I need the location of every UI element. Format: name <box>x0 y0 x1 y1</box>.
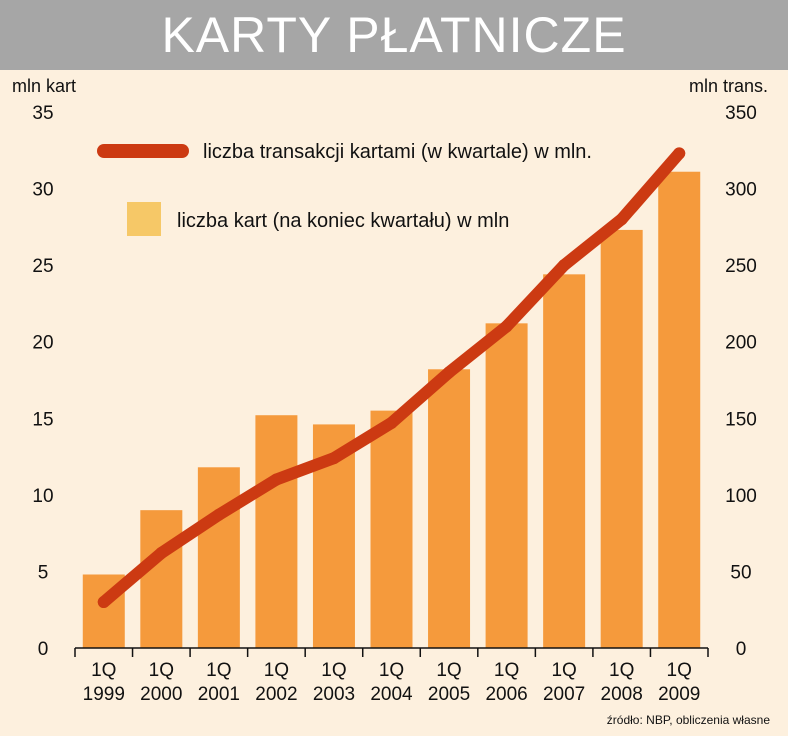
bar-1Q-2001 <box>197 467 240 648</box>
right-tick-label: 200 <box>725 333 757 354</box>
x-tick-label-quarter: 1Q <box>321 660 346 681</box>
x-tick-label-quarter: 1Q <box>609 660 634 681</box>
line-point-1Q-2005 <box>443 366 456 379</box>
right-tick-label: 0 <box>736 639 747 660</box>
left-tick-label: 0 <box>38 639 49 660</box>
x-tick-label-year: 2005 <box>428 684 470 705</box>
x-tick-label-quarter: 1Q <box>206 660 231 681</box>
left-tick-label: 20 <box>32 333 53 354</box>
x-tick-label-year: 2004 <box>370 684 413 705</box>
x-tick-label-year: 1999 <box>83 684 125 705</box>
bar-1Q-2007 <box>543 274 586 648</box>
bar-1Q-2008 <box>600 229 643 649</box>
left-tick-label: 5 <box>38 562 49 583</box>
bar-1Q-2009 <box>658 171 701 648</box>
x-tick-label-quarter: 1Q <box>551 660 576 681</box>
x-tick-label-year: 2003 <box>313 684 355 705</box>
legend-bar-swatch <box>127 202 161 236</box>
line-point-1Q-1999 <box>97 596 110 609</box>
right-axis-unit: mln trans. <box>689 76 768 96</box>
x-tick-label-quarter: 1Q <box>91 660 116 681</box>
left-tick-label: 10 <box>32 486 53 507</box>
line-point-1Q-2008 <box>615 213 628 226</box>
legend-bar-label: liczba kart (na koniec kwartału) w mln <box>177 210 509 232</box>
right-tick-label: 100 <box>725 486 757 507</box>
line-point-1Q-2001 <box>212 508 225 521</box>
right-tick-label: 150 <box>725 409 757 430</box>
x-tick-label-year: 2008 <box>601 684 643 705</box>
x-tick-label-year: 2009 <box>658 684 700 705</box>
x-tick-label-quarter: 1Q <box>149 660 174 681</box>
line-point-1Q-2004 <box>385 416 398 429</box>
left-tick-label: 30 <box>32 180 53 201</box>
x-tick-label-year: 2007 <box>543 684 585 705</box>
x-tick-label-quarter: 1Q <box>264 660 289 681</box>
line-point-1Q-2000 <box>155 547 168 560</box>
right-tick-label: 350 <box>725 103 757 124</box>
left-tick-label: 35 <box>32 103 53 124</box>
line-point-1Q-2009 <box>673 147 686 160</box>
x-tick-label-year: 2000 <box>140 684 182 705</box>
legend-line-label: liczba transakcji kartami (w kwartale) w… <box>203 141 592 163</box>
bar-1Q-2005 <box>428 369 471 648</box>
left-axis-unit: mln kart <box>12 76 76 96</box>
left-tick-label: 25 <box>32 256 53 277</box>
right-tick-label: 300 <box>725 180 757 201</box>
x-tick-label-quarter: 1Q <box>436 660 461 681</box>
bar-1Q-2000 <box>140 510 183 648</box>
bar-1Q-2006 <box>485 323 528 648</box>
source-note: źródło: NBP, obliczenia własne <box>607 713 771 727</box>
bar-1Q-2004 <box>370 410 413 648</box>
right-tick-label: 250 <box>725 256 757 277</box>
x-tick-label-quarter: 1Q <box>494 660 519 681</box>
line-point-1Q-2003 <box>327 452 340 465</box>
x-tick-label-year: 2001 <box>198 684 240 705</box>
left-tick-label: 15 <box>32 409 53 430</box>
right-tick-label: 50 <box>730 562 751 583</box>
chart-title: KARTY PŁATNICZE <box>161 7 627 63</box>
bar-1Q-2002 <box>255 415 298 648</box>
title-bar: KARTY PŁATNICZE <box>0 0 788 70</box>
x-tick-label-year: 2002 <box>255 684 297 705</box>
x-tick-label-quarter: 1Q <box>667 660 692 681</box>
line-point-1Q-2002 <box>270 473 283 486</box>
line-point-1Q-2006 <box>500 320 513 333</box>
line-point-1Q-2007 <box>558 259 571 272</box>
x-tick-label-quarter: 1Q <box>379 660 404 681</box>
x-tick-label-year: 2006 <box>485 684 527 705</box>
